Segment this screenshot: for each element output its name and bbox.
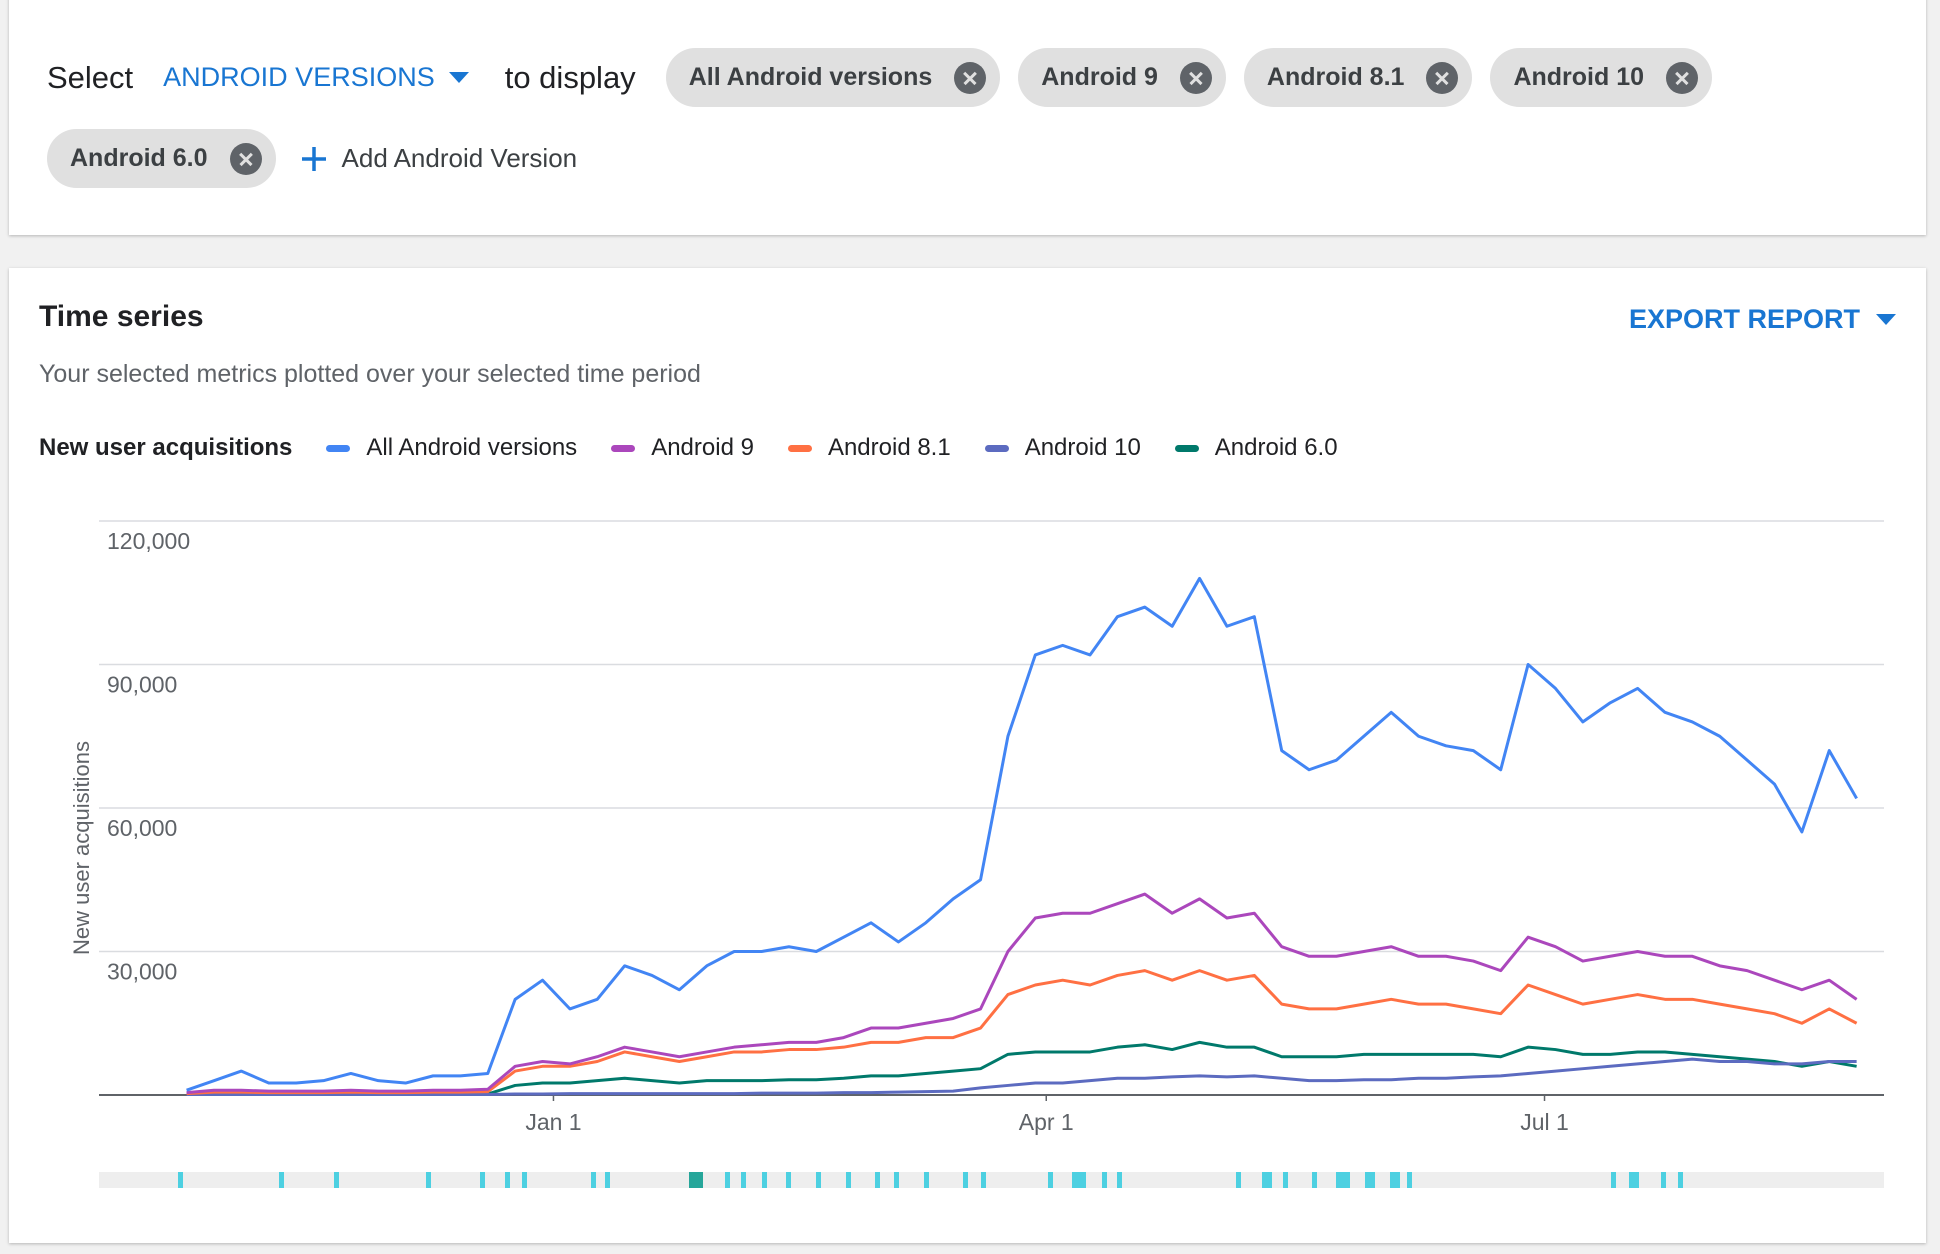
legend-item: Android 8.1 [787,434,951,462]
legend-label: All Android versions [366,434,578,461]
chip-remove[interactable] [1426,61,1459,94]
chart-subtitle: Your selected metrics plotted over your … [39,360,701,388]
version-chip: All Android versions [665,48,1001,107]
legend-label: Android 6.0 [1214,434,1338,461]
dropdown-text: ANDROID VERSIONS [163,62,435,92]
legend-item: Android 9 [611,434,754,462]
chip-label: All Android versions [688,63,933,91]
filter-card: Select ANDROID VERSIONS to display All A… [9,0,1926,235]
dropdown-arrow [448,71,469,83]
version-chip: Android 9 [1018,48,1226,107]
chip-label: Android 6.0 [70,144,208,172]
series-line [186,1040,1857,1096]
legend-title: New user acquisitions [39,434,293,461]
version-chip: Android 6.0 [47,129,276,188]
legend: New user acquisitions All Android version… [39,434,1338,462]
x-tick-label: Apr 1 [1019,1109,1074,1135]
chart: 30,000 60,000 90,000 120,000 Jan 1 Apr 1 Jul 1… [69,520,1884,1188]
legend-swatch [984,444,1009,452]
chip-label: Android 8.1 [1266,63,1405,91]
x-tick-label: Jul 1 [1520,1109,1569,1135]
legend-label: Android 10 [1024,434,1141,461]
y-tick-label: 90,000 [107,672,177,698]
suffix-label: to display [504,59,636,95]
add-label: Add Android Version [341,143,578,173]
select-label: Select [47,59,134,95]
series-line [186,969,1858,1096]
version-chip: Android 8.1 [1243,48,1473,107]
version-chip: Android 10 [1490,48,1713,107]
chip-remove[interactable] [1666,61,1699,94]
chip-remove[interactable] [1179,61,1212,94]
export-arrow [1876,313,1896,325]
series-line [186,1057,1857,1097]
filter-row: Select ANDROID VERSIONS to display All A… [47,48,1767,188]
chart-card: Time series Your selected metrics plotte… [9,268,1926,1243]
legend-label: Android 8.1 [827,434,951,461]
chip-label: Android 10 [1513,63,1645,91]
series-line [186,892,1858,1095]
y-axis-label: New user acquisitions [69,741,94,955]
chip-remove[interactable] [229,142,262,175]
legend-swatch [326,444,351,452]
legend-swatch [787,444,812,452]
export-text: EXPORT REPORT [1628,304,1860,334]
export-button[interactable]: EXPORT REPORT [1629,304,1896,335]
legend-swatch [1174,444,1199,452]
y-tick-label: 120,000 [107,528,190,554]
series-line [186,576,1858,1092]
x-tick-label: Jan 1 [525,1109,581,1135]
legend-item: Android 6.0 [1174,434,1338,462]
chip-remove[interactable] [954,61,987,94]
event-strip [99,1172,1884,1188]
y-tick-label: 30,000 [107,959,177,985]
legend-swatch [611,444,636,452]
chip-label: Android 9 [1041,63,1158,91]
plus-icon [301,146,326,171]
y-tick-label: 60,000 [107,815,177,841]
legend-label: Android 9 [651,434,754,461]
legend-item: All Android versions [326,434,577,462]
chart-title: Time series [39,300,204,333]
version-dropdown[interactable]: ANDROID VERSIONS [163,62,469,93]
legend-item: Android 10 [984,434,1141,462]
add-version[interactable]: Add Android Version [300,143,578,174]
